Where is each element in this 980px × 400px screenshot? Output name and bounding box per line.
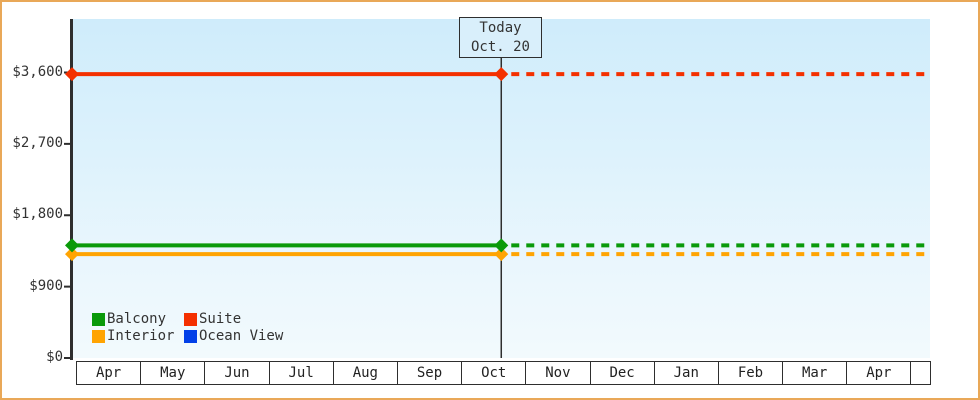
series-marker-balcony [494, 238, 509, 253]
legend-swatch-icon [184, 329, 197, 343]
x-axis-month-row: Apr May Jun Jul Aug Sep Oct Nov Dec Jan Feb Mar Apr [76, 361, 932, 385]
y-axis-label: $3,600 [12, 63, 63, 80]
legend-label: Ocean View [199, 328, 284, 344]
legend-label: Interior [107, 328, 175, 344]
x-axis-month-cell: Apr [77, 362, 142, 384]
x-axis-month-cell: Feb [719, 362, 784, 384]
series-marker-suite [65, 67, 79, 82]
legend-item-ocean-view: Ocean View [184, 328, 283, 344]
y-axis-label: $1,800 [12, 206, 63, 223]
series-marker-interior [65, 247, 79, 262]
today-marker-label: Today Oct. 20 [459, 17, 542, 58]
legend-swatch-icon [92, 312, 105, 326]
x-axis-month-cell: Jan [655, 362, 719, 384]
series-marker-interior [494, 247, 509, 262]
x-axis-month-cell-empty [911, 362, 930, 384]
y-axis-label: $0 [46, 349, 63, 365]
x-axis-month-cell: Oct [462, 362, 527, 384]
today-label-line2: Oct. 20 [470, 38, 530, 55]
x-axis-month-cell: Mar [783, 362, 848, 384]
series-marker-suite [494, 67, 509, 82]
legend-swatch-icon [92, 329, 105, 343]
y-axis-label: $900 [29, 277, 63, 294]
today-label-line1: Today [479, 19, 522, 36]
x-axis-month-cell: Dec [591, 362, 655, 384]
legend-swatch-icon [184, 312, 197, 326]
x-axis-month-cell: Nov [526, 362, 591, 384]
x-axis-month-cell: May [141, 362, 206, 384]
legend-label: Balcony [107, 311, 167, 327]
x-axis-month-cell: Aug [334, 362, 398, 384]
legend-item-interior: Interior [92, 328, 184, 344]
legend-item-suite: Suite [184, 311, 283, 327]
x-axis-month-cell: Apr [847, 362, 912, 384]
legend: Balcony Suite Interior Ocean View [92, 311, 283, 344]
y-axis-label: $2,700 [12, 134, 63, 151]
x-axis-month-cell: Jul [270, 362, 334, 384]
legend-item-balcony: Balcony [92, 311, 184, 327]
legend-label: Suite [199, 311, 242, 327]
series-marker-balcony [65, 238, 79, 253]
x-axis-month-cell: Sep [398, 362, 463, 384]
x-axis-month-cell: Jun [205, 362, 270, 384]
